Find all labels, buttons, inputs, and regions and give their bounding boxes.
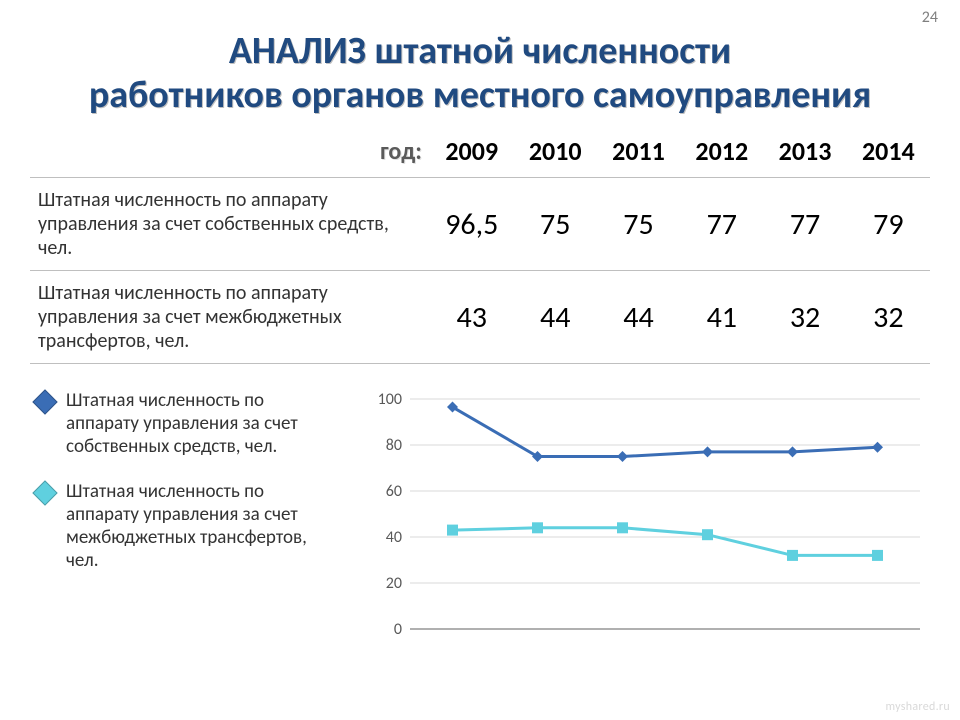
- row-value: 44: [597, 271, 680, 364]
- row-value: 77: [763, 178, 846, 271]
- row-value: 32: [763, 271, 846, 364]
- svg-text:40: 40: [386, 528, 402, 547]
- legend-marker: [32, 481, 57, 506]
- chart-svg: 0 20 40 60 80 100: [350, 389, 930, 649]
- row-value: 77: [680, 178, 763, 271]
- legend-item: Штатная численность по аппарату управлен…: [30, 389, 340, 458]
- row-value: 32: [847, 271, 930, 364]
- watermark: myshared.ru: [885, 700, 950, 714]
- title-line-1: АНАЛИЗ штатной численности: [30, 30, 930, 74]
- row-value: 43: [430, 271, 514, 364]
- line-chart: 0 20 40 60 80 100: [350, 389, 930, 654]
- table-row: Штатная численность по аппарату управлен…: [30, 178, 930, 271]
- year-col: 2014: [847, 125, 930, 178]
- legend-item: Штатная численность по аппарату управлен…: [30, 480, 340, 572]
- row-value: 75: [597, 178, 680, 271]
- legend-marker: [32, 390, 57, 415]
- row-value: 75: [514, 178, 597, 271]
- table-row: Штатная численность по аппарату управлен…: [30, 271, 930, 364]
- slide-title: АНАЛИЗ штатной численности работников ор…: [30, 30, 930, 117]
- svg-text:80: 80: [386, 436, 402, 455]
- year-col: 2013: [763, 125, 846, 178]
- table-header-row: год: 2009 2010 2011 2012 2013 2014: [30, 125, 930, 178]
- svg-text:0: 0: [394, 620, 402, 639]
- slide: 24 АНАЛИЗ штатной численности работников…: [0, 0, 960, 720]
- year-col: 2012: [680, 125, 763, 178]
- chart-section: Штатная численность по аппарату управлен…: [30, 389, 930, 654]
- data-table: год: 2009 2010 2011 2012 2013 2014 Штатн…: [30, 125, 930, 364]
- row-label: Штатная численность по аппарату управлен…: [30, 271, 430, 364]
- year-label: год:: [30, 125, 430, 178]
- row-label: Штатная численность по аппарату управлен…: [30, 178, 430, 271]
- row-value: 41: [680, 271, 763, 364]
- year-col: 2010: [514, 125, 597, 178]
- page-number: 24: [922, 8, 938, 27]
- svg-text:100: 100: [378, 390, 402, 409]
- svg-text:60: 60: [386, 482, 402, 501]
- legend-label: Штатная численность по аппарату управлен…: [66, 389, 340, 458]
- row-value: 44: [514, 271, 597, 364]
- row-value: 79: [847, 178, 930, 271]
- row-value: 96,5: [430, 178, 514, 271]
- year-col: 2009: [430, 125, 514, 178]
- chart-legend: Штатная численность по аппарату управлен…: [30, 389, 350, 654]
- title-line-2: работников органов местного самоуправлен…: [30, 74, 930, 118]
- svg-text:20: 20: [386, 574, 402, 593]
- legend-label: Штатная численность по аппарату управлен…: [66, 480, 340, 572]
- year-col: 2011: [597, 125, 680, 178]
